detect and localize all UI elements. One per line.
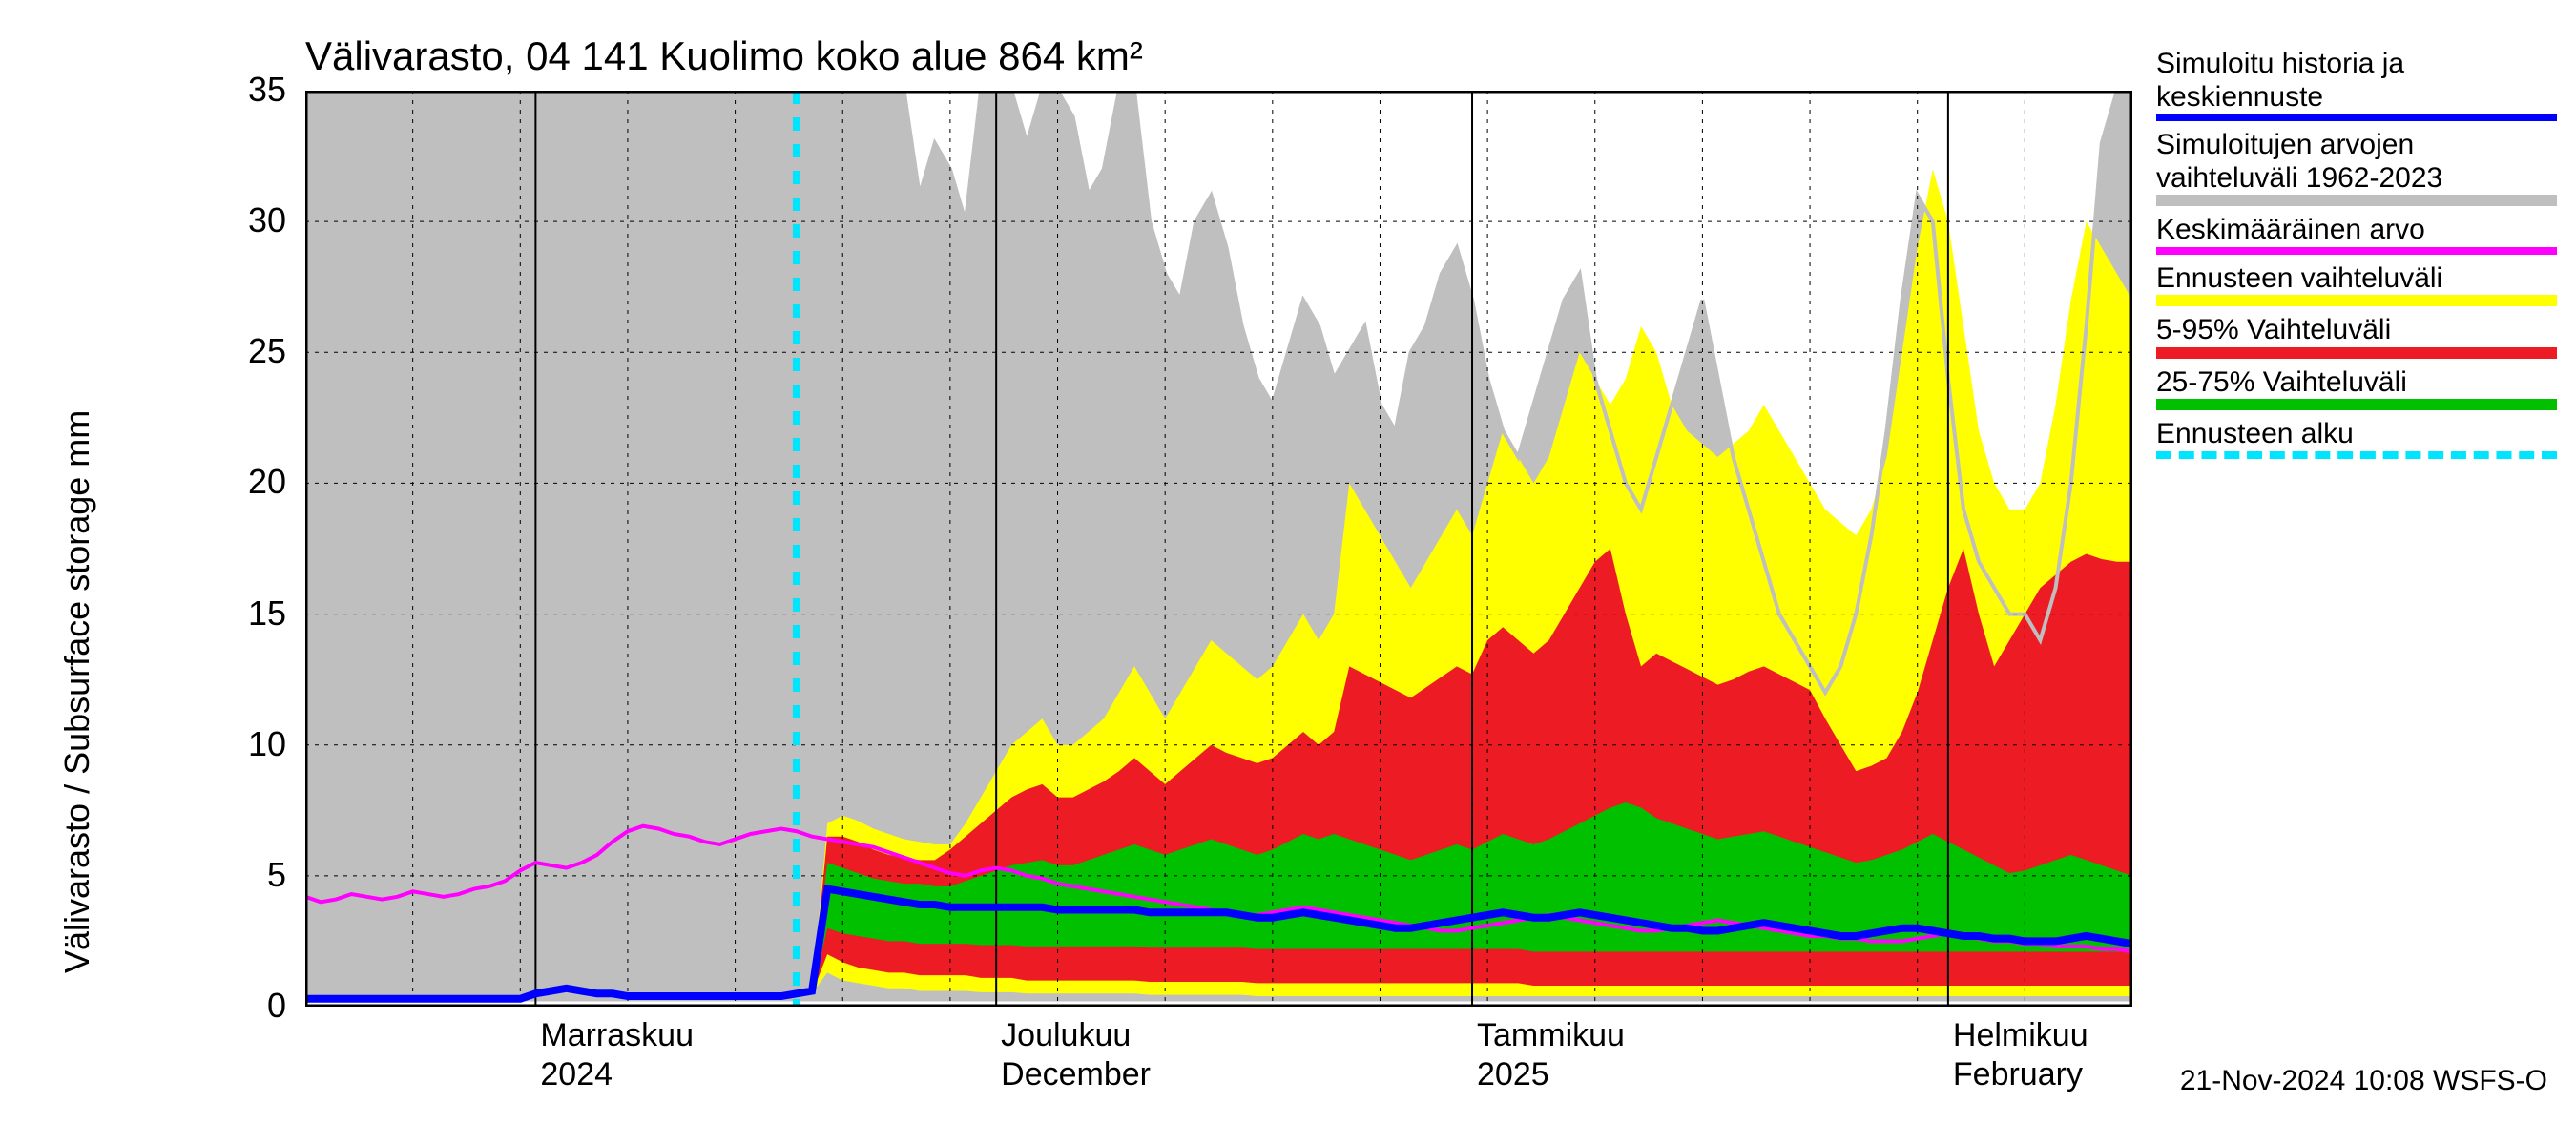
footer-timestamp: 21-Nov-2024 10:08 WSFS-O xyxy=(2180,1065,2547,1097)
legend-swatch xyxy=(2156,195,2557,206)
legend-swatch xyxy=(2156,451,2557,459)
y-tick: 10 xyxy=(229,724,286,764)
legend-swatch xyxy=(2156,295,2557,306)
legend-item: Simuloitu historia ja keskiennuste xyxy=(2156,48,2557,121)
x-month-label: HelmikuuFebruary xyxy=(1953,1016,2088,1094)
legend-item: Ennusteen alku xyxy=(2156,418,2557,459)
y-tick: 25 xyxy=(229,331,286,371)
legend-swatch xyxy=(2156,347,2557,359)
x-month-label: JoulukuuDecember xyxy=(1001,1016,1151,1094)
chart-title: Välivarasto, 04 141 Kuolimo koko alue 86… xyxy=(305,33,1143,79)
y-tick: 30 xyxy=(229,200,286,240)
legend-swatch xyxy=(2156,399,2557,410)
legend-text: Simuloitujen arvojen vaihteluväli 1962-2… xyxy=(2156,129,2557,195)
legend-item: Ennusteen vaihteluväli xyxy=(2156,262,2557,307)
x-month-label: Marraskuu2024 xyxy=(540,1016,694,1094)
legend-item: Keskimääräinen arvo xyxy=(2156,214,2557,255)
y-tick: 15 xyxy=(229,593,286,634)
y-axis-label: Välivarasto / Subsurface storage mm xyxy=(57,410,97,973)
legend-text: Ennusteen vaihteluväli xyxy=(2156,262,2557,296)
legend: Simuloitu historia ja keskiennuste Simulo… xyxy=(2156,48,2557,467)
legend-item: 25-75% Vaihteluväli xyxy=(2156,366,2557,411)
legend-text: Keskimääräinen arvo xyxy=(2156,214,2557,247)
legend-item: 5-95% Vaihteluväli xyxy=(2156,314,2557,359)
legend-swatch xyxy=(2156,247,2557,255)
y-tick: 35 xyxy=(229,70,286,110)
x-month-label: Tammikuu2025 xyxy=(1477,1016,1625,1094)
legend-swatch xyxy=(2156,114,2557,121)
chart-container: Välivarasto / Subsurface storage mm Väli… xyxy=(0,0,2576,1145)
y-tick: 0 xyxy=(229,986,286,1026)
legend-text: 25-75% Vaihteluväli xyxy=(2156,366,2557,400)
y-tick: 5 xyxy=(229,855,286,895)
legend-text: Simuloitu historia ja keskiennuste xyxy=(2156,48,2557,114)
plot-area xyxy=(305,91,2132,1007)
legend-text: 5-95% Vaihteluväli xyxy=(2156,314,2557,347)
legend-item: Simuloitujen arvojen vaihteluväli 1962-2… xyxy=(2156,129,2557,206)
legend-text: Ennusteen alku xyxy=(2156,418,2557,451)
y-tick: 20 xyxy=(229,462,286,502)
